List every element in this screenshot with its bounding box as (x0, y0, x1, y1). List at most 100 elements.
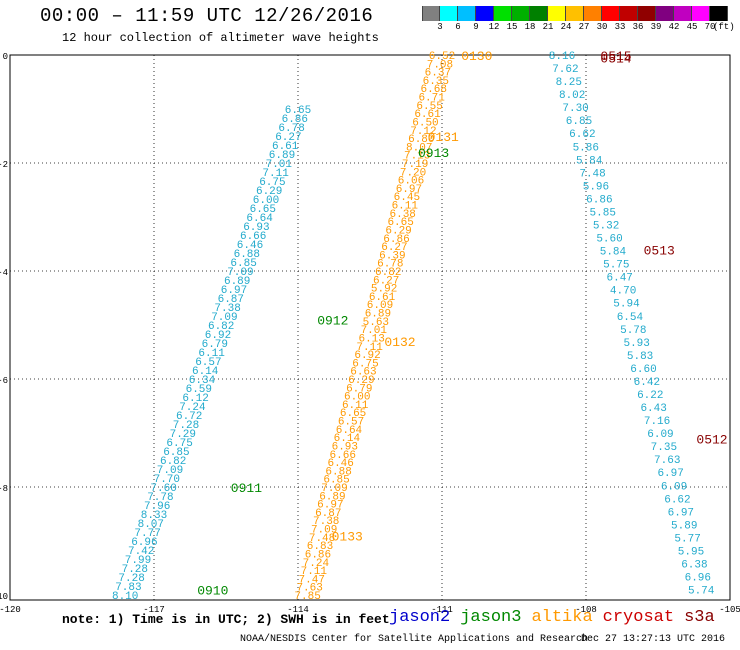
wave-height-value: 6.86 (305, 549, 331, 561)
wave-height-value: 8.33 (141, 510, 167, 522)
wave-height-value: 6.66 (240, 231, 266, 243)
colorbar-swatch (602, 6, 620, 21)
wave-height-value: 7.08 (427, 59, 453, 71)
pass-time-label: 0913 (418, 146, 449, 161)
pass-time-label: 0512 (696, 432, 727, 447)
lon-tick-label: -120 (0, 605, 21, 615)
wave-height-value: 7.42 (128, 546, 154, 558)
wave-height-value: 7.78 (147, 492, 173, 504)
satellite-passes: 6.527.086.376.356.686.716.556.616.507.12… (112, 49, 728, 603)
wave-height-value: 6.37 (425, 68, 451, 80)
pass-time-label: 0130 (461, 49, 492, 64)
lat-tick-label: -4 (0, 268, 8, 278)
colorbar-swatch (476, 6, 494, 21)
wave-height-value: 6.97 (221, 285, 247, 297)
colorbar-label: 27 (578, 22, 590, 32)
wave-height-value: 6.27 (381, 242, 407, 254)
colorbar-swatch (422, 6, 440, 21)
wave-height-value: 6.38 (390, 209, 416, 221)
wave-height-value: 6.68 (421, 84, 447, 96)
wave-height-value: 5.78 (620, 325, 646, 337)
wave-height-value: 6.64 (246, 213, 273, 225)
wave-height-value: 7.70 (154, 474, 180, 486)
wave-height-value: 7.09 (211, 312, 237, 324)
lon-tick-label: -111 (431, 605, 453, 615)
wave-height-value: 6.45 (394, 192, 420, 204)
map-frame (9, 54, 731, 601)
wave-height-value: 7.48 (579, 168, 605, 180)
wave-height-value: 5.32 (593, 221, 619, 233)
wave-height-value: 7.19 (402, 159, 428, 171)
wave-height-value: 7.83 (115, 582, 141, 594)
pass-time-label: 0515 (600, 49, 631, 64)
wave-height-value: 7.99 (125, 555, 151, 567)
colorbar-swatch (440, 6, 458, 21)
wave-height-value: 5.77 (674, 533, 700, 545)
wave-height-value: 6.62 (569, 129, 595, 141)
wave-height-value: 6.39 (379, 250, 405, 262)
wave-height-value: 6.71 (418, 93, 445, 105)
wave-height-value: 7.28 (118, 573, 144, 585)
colorbar-label: 9 (473, 22, 479, 32)
wave-height-value: 7.38 (214, 303, 240, 315)
wave-height-value: 6.92 (354, 350, 380, 362)
wave-height-value: 6.93 (332, 441, 358, 453)
wave-height-value: 6.83 (307, 541, 333, 553)
wave-height-value: 6.09 (647, 429, 673, 441)
legend-entry-jason3: jason3 (460, 608, 522, 627)
wave-height-value: 6.38 (681, 560, 707, 572)
wave-height-value: 6.79 (346, 383, 372, 395)
wave-height-value: 7.77 (134, 528, 160, 540)
wave-height-value: 6.27 (275, 132, 301, 144)
pass-time-label: 0133 (332, 530, 363, 545)
wave-height-value: 7.47 (299, 574, 325, 586)
wave-height-value: 7.01 (361, 325, 388, 337)
wave-height-value: 6.78 (278, 123, 304, 135)
colorbar-swatch (548, 6, 566, 21)
wave-height-value: 6.64 (336, 425, 363, 437)
map-subtitle: 12 hour collection of altimeter wave hei… (62, 31, 379, 45)
wave-height-value: 6.82 (160, 456, 186, 468)
wave-height-value: 6.29 (385, 225, 411, 237)
legend-entry-s3a: s3a (684, 608, 715, 627)
lat-tick-label: -10 (0, 592, 8, 602)
colorbar-label: 70 (704, 22, 716, 32)
wave-height-value: 6.85 (566, 116, 592, 128)
wave-height-value: 5.86 (573, 142, 599, 154)
wave-height-value: 7.48 (309, 533, 335, 545)
wave-height-value: 6.06 (398, 176, 424, 188)
colorbar-swatch (584, 6, 602, 21)
wave-height-value: 6.87 (218, 294, 244, 306)
wave-height-value: 7.20 (400, 167, 426, 179)
wave-height-value: 6.82 (375, 267, 401, 279)
colorbar-label: 45 (686, 22, 698, 32)
wave-height-value: 7.11 (356, 342, 383, 354)
wave-height-value: 6.89 (224, 276, 250, 288)
wave-height-value: 7.85 (294, 591, 320, 603)
colorbar-label: 33 (614, 22, 626, 32)
wave-height-value: 6.46 (327, 458, 353, 470)
wave-height-value: 5.95 (678, 546, 704, 558)
pass-time-label: 0911 (231, 481, 262, 496)
wave-height-value: 6.92 (205, 330, 231, 342)
wave-height-value: 6.43 (640, 403, 666, 415)
wave-height-value: 8.02 (559, 90, 585, 102)
wave-height-value: 7.01 (266, 159, 293, 171)
wave-height-value: 6.11 (198, 348, 225, 360)
wave-height-value: 6.78 (377, 259, 403, 271)
lat-tick-label: -6 (0, 376, 8, 386)
wave-height-value: 5.84 (576, 155, 603, 167)
colorbar-swatch (692, 6, 710, 21)
wave-height-value: 7.60 (150, 483, 176, 495)
wave-height-value: 6.97 (317, 500, 343, 512)
wave-height-value: 7.63 (296, 583, 322, 595)
colorbar-swatch (620, 6, 638, 21)
wave-height-value: 6.11 (392, 201, 419, 213)
wave-height-value: 6.82 (208, 321, 234, 333)
wave-height-value: 6.57 (195, 357, 221, 369)
lat-tick-label: 0 (3, 52, 8, 62)
wave-height-value: 6.50 (412, 117, 438, 129)
wave-height-value: 5.75 (603, 260, 629, 272)
wave-height-value: 6.88 (325, 466, 351, 478)
pass-time-label: 0514 (600, 52, 631, 67)
